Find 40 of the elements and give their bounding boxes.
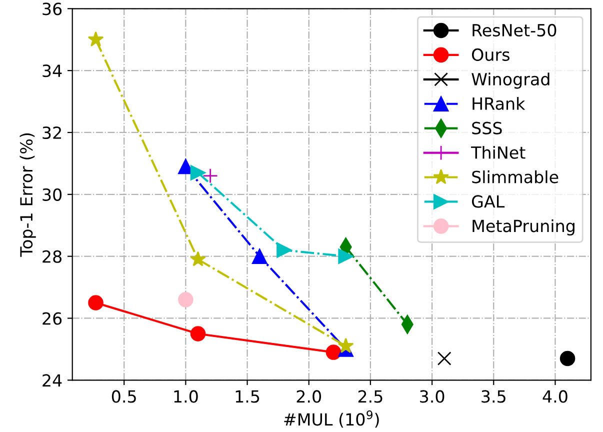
legend-label: SSS xyxy=(472,122,502,134)
x-tick-label: 2.0 xyxy=(296,390,322,403)
legend-label: HRank xyxy=(472,97,526,110)
point xyxy=(88,295,104,310)
legend-label: ThiNet xyxy=(471,146,526,159)
y-tick-label: 34 xyxy=(42,64,62,78)
legend-label: MetaPruning xyxy=(472,219,574,236)
point xyxy=(560,350,576,366)
point xyxy=(338,248,354,264)
point xyxy=(190,165,206,180)
legend-label: Winograd xyxy=(472,72,550,89)
point xyxy=(88,31,104,46)
point xyxy=(276,242,292,258)
x-tick-label: 3.0 xyxy=(420,390,444,403)
y-tick-label: 24 xyxy=(42,374,62,386)
y-tick-label: 36 xyxy=(42,2,62,16)
x-tick-label: 0.5 xyxy=(112,390,136,403)
point xyxy=(190,251,206,266)
point xyxy=(252,248,268,264)
legend-label: GAL xyxy=(472,195,505,208)
x-tick-label: 1.0 xyxy=(174,390,198,403)
x-tick-label: 2.5 xyxy=(358,390,382,403)
point xyxy=(338,338,354,353)
point xyxy=(326,344,342,360)
y-axis-title: Top-1 Error (%) xyxy=(20,133,36,257)
x-tick-label: 1.5 xyxy=(236,390,260,403)
legend-label: Slimmable xyxy=(472,170,558,184)
y-tick-label: 30 xyxy=(42,188,62,201)
y-tick-label: 26 xyxy=(42,312,62,325)
x-tick-label: 3.5 xyxy=(482,390,506,403)
x-axis-title: #MUL (10$^{9}$) xyxy=(284,410,379,428)
x-tick-label: 4.0 xyxy=(542,390,568,403)
point xyxy=(202,168,218,184)
y-tick-label: 32 xyxy=(42,126,61,140)
point xyxy=(178,292,194,308)
point xyxy=(190,326,206,342)
legend-label: ResNet-50 xyxy=(472,24,556,37)
legend-label: Ours xyxy=(472,48,510,62)
point xyxy=(437,352,452,366)
y-tick-label: 28 xyxy=(42,250,62,263)
